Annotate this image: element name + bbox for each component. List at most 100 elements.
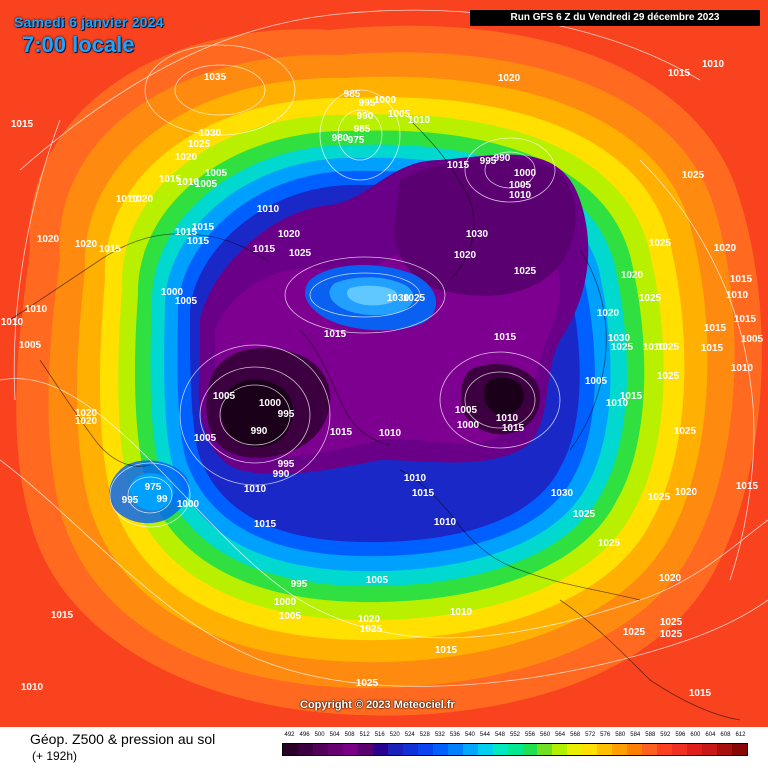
- isobar-label: 1020: [714, 243, 737, 254]
- isobar-label: 1015: [254, 519, 277, 530]
- legend-label: 512: [359, 732, 370, 738]
- isobar-label: 1000: [457, 420, 480, 431]
- isobar-label: 1010: [244, 484, 267, 495]
- isobar-label: 995: [122, 495, 139, 506]
- isobar-label: 1020: [75, 239, 98, 250]
- isobar-label: 1005: [509, 180, 532, 191]
- isobar-label: 1025: [660, 617, 683, 628]
- isobar-label: 1025: [356, 678, 379, 689]
- legend-labels: 492 496 500 504 508 512 516 520 524 528 532 536 540 5…: [282, 732, 748, 742]
- legend-swatch: [297, 744, 313, 755]
- isobar-label: 1025: [403, 293, 426, 304]
- isobar-label: 1010: [404, 473, 427, 484]
- isobar-label: 1020: [175, 152, 198, 163]
- isobar-label: 1025: [611, 342, 634, 353]
- legend-swatch: [582, 744, 598, 755]
- isobar-label: 1020: [37, 234, 60, 245]
- isobar-label: 1005: [213, 391, 236, 402]
- footer-panel: Géop. Z500 & pression au sol (+ 192h) 49…: [0, 727, 768, 768]
- isobar-label: 1025: [573, 509, 596, 520]
- valid-date: Samedi 6 janvier 2024: [14, 14, 164, 30]
- isobar-label: 1005: [205, 168, 228, 179]
- legend-label: 532: [434, 732, 445, 738]
- isobar-label: 1025: [648, 492, 671, 503]
- isobar-label: 990: [494, 153, 511, 164]
- isobar-label: 1020: [358, 614, 381, 625]
- legend-color-bar: [282, 743, 748, 756]
- legend-label: 544: [479, 732, 490, 738]
- isobar-label: 99: [156, 494, 168, 505]
- legend-swatch: [387, 744, 403, 755]
- isobar-label: 1015: [736, 481, 759, 492]
- isobar-label: 1010: [643, 342, 666, 353]
- legend-label: 564: [555, 732, 566, 738]
- isobar-label: 1025: [188, 139, 211, 150]
- isobar-label: 1005: [175, 296, 198, 307]
- legend-swatch: [612, 744, 628, 755]
- model-run-banner: Run GFS 6 Z du Vendredi 29 décembre 2023: [470, 10, 760, 26]
- isobar-label: 985: [344, 89, 361, 100]
- legend-swatch: [567, 744, 583, 755]
- legend-swatch: [627, 744, 643, 755]
- isobar-label: 995: [278, 409, 295, 420]
- legend-label: 496: [299, 732, 310, 738]
- legend-swatch: [357, 744, 373, 755]
- isobar-label: 1010: [606, 398, 629, 409]
- forecast-lead: (+ 192h): [32, 749, 78, 763]
- legend-label: 516: [374, 732, 385, 738]
- isobar-label: 1030: [608, 333, 631, 344]
- isobar-label: 1030: [551, 488, 574, 499]
- isobar-label: 1005: [194, 433, 217, 444]
- legend-swatch: [283, 744, 298, 755]
- parameter-title: Géop. Z500 & pression au sol: [30, 731, 216, 747]
- legend-swatch: [597, 744, 613, 755]
- isobar-label: 1015: [620, 391, 643, 402]
- isobar-label: 1000: [161, 287, 184, 298]
- valid-time: 7:00 locale: [22, 32, 135, 57]
- legend-label: 520: [389, 732, 400, 738]
- isobar-label: 1000: [259, 398, 282, 409]
- isobar-label: 1010: [379, 428, 402, 439]
- isobar-label: 1005: [19, 340, 42, 351]
- isobar-label: 975: [145, 482, 162, 493]
- legend-label: 540: [464, 732, 475, 738]
- legend-label: 524: [404, 732, 415, 738]
- isobar-label: 1015: [99, 244, 122, 255]
- isobar-label: 1000: [514, 168, 537, 179]
- isobar-label: 1005: [585, 376, 608, 387]
- legend-label: 548: [494, 732, 505, 738]
- legend-label: 556: [525, 732, 536, 738]
- legend-label: 596: [675, 732, 686, 738]
- legend-label: 492: [284, 732, 295, 738]
- isobar-label: 1015: [734, 314, 757, 325]
- legend-label: 580: [615, 732, 626, 738]
- legend-label: 504: [329, 732, 340, 738]
- isobar-label: 1020: [131, 194, 154, 205]
- isobar-label: 1010: [702, 59, 725, 70]
- color-legend: 492 496 500 504 508 512 516 520 524 528 532 536 540 5…: [282, 732, 748, 760]
- legend-label: 560: [540, 732, 551, 738]
- isobar-label: 1020: [498, 73, 521, 84]
- isobar-label: 1020: [621, 270, 644, 281]
- legend-swatch: [402, 744, 418, 755]
- isobar-label: 1010: [496, 413, 519, 424]
- legend-swatch: [372, 744, 388, 755]
- isobar-label: 1020: [597, 308, 620, 319]
- legend-swatch: [522, 744, 538, 755]
- isobar-label: 1025: [639, 293, 662, 304]
- legend-label: 612: [735, 732, 746, 738]
- isobar-label: 995: [480, 156, 497, 167]
- isobar-label: 1015: [192, 222, 215, 233]
- isobar-label: 1030: [199, 128, 222, 139]
- legend-swatch: [447, 744, 463, 755]
- isobar-label: 1000: [177, 499, 200, 510]
- legend-label: 500: [314, 732, 325, 738]
- legend-swatch: [312, 744, 328, 755]
- legend-swatch: [702, 744, 718, 755]
- isobar-label: 1015: [11, 119, 34, 130]
- legend-label: 584: [630, 732, 641, 738]
- geopotential-field: 1035101510301025102010151010100510051020…: [0, 0, 768, 727]
- isobar-label: 1015: [494, 332, 517, 343]
- legend-label: 528: [419, 732, 430, 738]
- isobar-label: 1015: [412, 488, 435, 499]
